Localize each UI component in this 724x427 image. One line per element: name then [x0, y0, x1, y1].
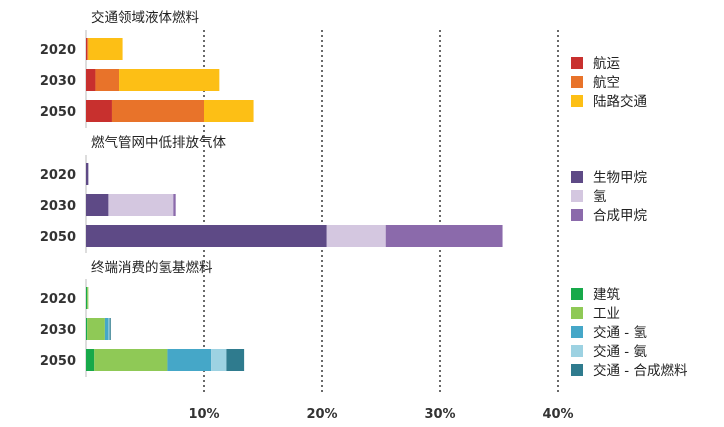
bar-segment — [167, 349, 212, 371]
x-tick-label: 20% — [306, 407, 337, 422]
y-tick-label: 2020 — [40, 292, 76, 307]
y-tick-label: 2030 — [40, 199, 76, 214]
bar-segment — [86, 318, 88, 340]
bar-segment — [87, 318, 105, 340]
legend-swatch — [571, 76, 583, 88]
x-tick-label: 10% — [188, 407, 219, 422]
y-tick-label: 2050 — [40, 105, 76, 120]
bar-segment — [86, 38, 88, 60]
y-tick-label: 2020 — [40, 43, 76, 58]
bar-segment — [86, 194, 109, 216]
legend-label: 航运 — [593, 56, 621, 72]
legend-label: 交通 - 氨 — [593, 343, 647, 360]
bar-segment — [108, 318, 110, 340]
y-tick-label: 2050 — [40, 354, 76, 369]
bar-segment — [226, 349, 245, 371]
bar-segment — [211, 349, 227, 371]
panel-title: 燃气管网中低排放气体 — [91, 134, 226, 151]
bar-segment — [94, 349, 168, 371]
bar-segment — [86, 225, 327, 247]
bar-segment — [86, 69, 96, 91]
x-tick-label: 40% — [542, 407, 573, 422]
bar-segment — [87, 287, 89, 309]
bar-segment — [86, 287, 88, 309]
bar-segment — [86, 163, 89, 185]
legend-label: 建筑 — [593, 287, 621, 303]
bar-segment — [119, 69, 220, 91]
panel-title: 交通领域液体燃料 — [91, 9, 199, 26]
panel-title: 终端消费的氢基燃料 — [91, 259, 213, 276]
bar-segment — [95, 69, 120, 91]
legend-label: 氢 — [593, 189, 607, 205]
bar-segment — [204, 100, 254, 122]
bar-segment — [173, 194, 176, 216]
bar-segment — [88, 38, 123, 60]
bar-segment — [108, 194, 174, 216]
legend-swatch — [571, 171, 583, 183]
legend-label: 生物甲烷 — [593, 170, 647, 186]
legend-swatch — [571, 288, 583, 300]
legend-label: 交通 - 合成燃料 — [593, 362, 688, 379]
legend-label: 航空 — [593, 75, 620, 91]
bar-segment — [86, 349, 95, 371]
legend-label: 交通 - 氢 — [593, 324, 647, 341]
y-tick-label: 2020 — [40, 168, 76, 183]
legend-swatch — [571, 95, 583, 107]
bar-segment — [385, 225, 503, 247]
bar-segment — [109, 318, 111, 340]
bar-segment — [326, 225, 386, 247]
legend-swatch — [571, 345, 583, 357]
y-tick-label: 2030 — [40, 323, 76, 338]
legend-label: 合成甲烷 — [593, 208, 647, 224]
bar-segment — [86, 100, 112, 122]
legend-swatch — [571, 209, 583, 221]
x-tick-label: 30% — [424, 407, 455, 422]
y-tick-label: 2050 — [40, 230, 76, 245]
bar-segment — [111, 100, 204, 122]
legend-swatch — [571, 190, 583, 202]
legend-swatch — [571, 307, 583, 319]
legend-swatch — [571, 57, 583, 69]
legend-label: 工业 — [593, 306, 620, 322]
legend-swatch — [571, 364, 583, 376]
legend-swatch — [571, 326, 583, 338]
bar-segment — [104, 318, 109, 340]
bar-segment — [87, 38, 89, 60]
legend-label: 陆路交通 — [593, 93, 647, 110]
y-tick-label: 2030 — [40, 74, 76, 89]
